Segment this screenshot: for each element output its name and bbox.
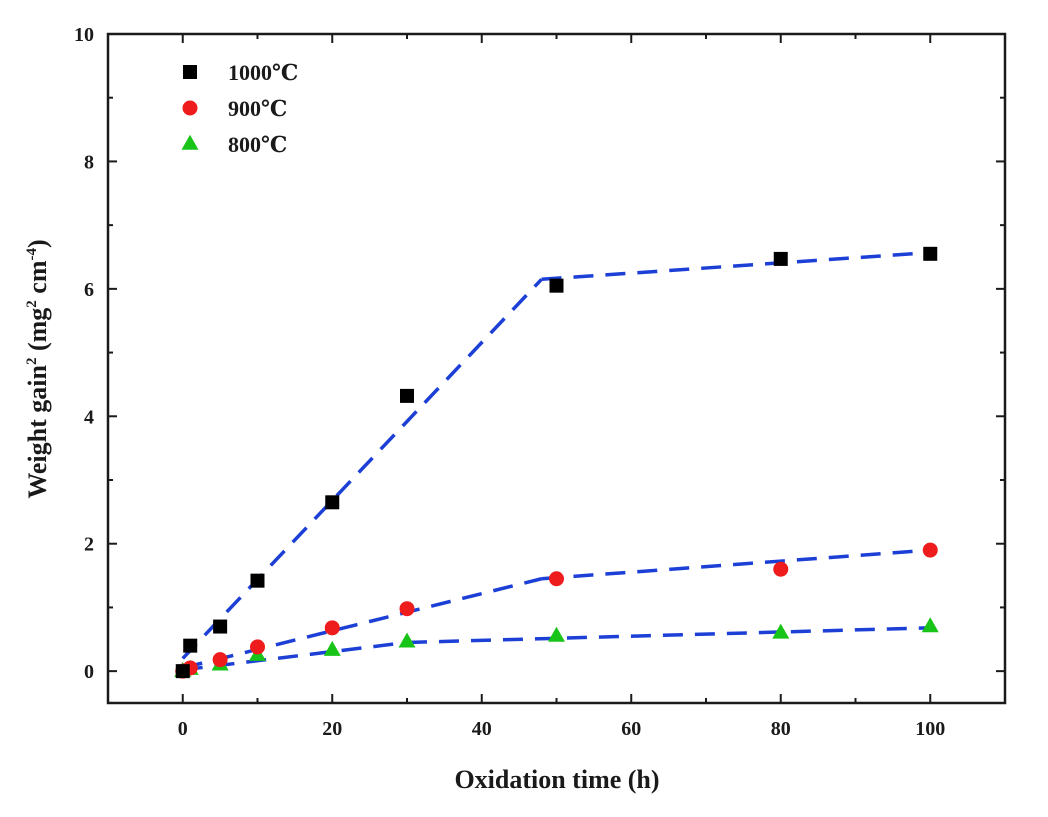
y-tick-label: 6 bbox=[84, 279, 94, 301]
fit-line-segment bbox=[541, 548, 931, 581]
x-tick-label: 0 bbox=[178, 718, 188, 740]
data-point bbox=[549, 278, 564, 293]
fit-line-segment bbox=[181, 278, 543, 660]
data-point bbox=[398, 632, 416, 648]
legend-label: 1000℃ bbox=[228, 60, 298, 85]
data-point bbox=[212, 652, 228, 668]
data-point bbox=[922, 542, 938, 558]
legend-label: 800℃ bbox=[228, 132, 287, 157]
y-axis-title-sup2: 2 bbox=[24, 300, 40, 308]
axis-tick-labels: 0 20 40 60 80 100 0 2 4 6 8 10 bbox=[74, 24, 945, 740]
y-axis-title-sup1: 2 bbox=[24, 358, 40, 366]
legend-label: 900℃ bbox=[228, 96, 287, 121]
axis-ticks bbox=[107, 33, 1006, 703]
x-axis-title: Oxidation time (h) bbox=[454, 765, 659, 794]
legend-marker bbox=[183, 65, 197, 79]
x-tick-label: 80 bbox=[771, 718, 791, 740]
y-axis-title: Weight gain2 (mg2 cm-4) bbox=[23, 239, 52, 498]
data-point bbox=[323, 640, 341, 656]
y-axis-title-units-close: ) bbox=[23, 239, 52, 248]
y-axis-title-units-open: (mg bbox=[23, 308, 52, 358]
y-tick-label: 0 bbox=[84, 661, 94, 683]
y-axis-title-sup3: -4 bbox=[24, 248, 40, 261]
data-point bbox=[175, 664, 190, 679]
legend-marker bbox=[181, 134, 199, 150]
data-point bbox=[772, 623, 790, 639]
data-point bbox=[773, 251, 788, 266]
data-point bbox=[548, 626, 565, 642]
data-point bbox=[325, 495, 340, 510]
y-tick-label: 10 bbox=[74, 24, 94, 46]
data-point bbox=[921, 617, 939, 633]
y-axis-title-main: Weight gain bbox=[23, 365, 52, 499]
x-tick-label: 20 bbox=[322, 718, 342, 740]
legend-marker bbox=[182, 100, 198, 116]
data-point bbox=[324, 620, 340, 636]
data-point bbox=[183, 638, 198, 653]
fit-line-segment bbox=[406, 626, 931, 645]
y-tick-label: 2 bbox=[84, 534, 94, 556]
data-points bbox=[174, 246, 939, 679]
x-tick-label: 60 bbox=[621, 718, 641, 740]
data-point bbox=[549, 571, 564, 587]
data-point bbox=[250, 573, 265, 588]
y-tick-label: 4 bbox=[84, 406, 94, 428]
y-tick-label: 8 bbox=[84, 151, 94, 173]
legend: 1000℃ 900℃ 800℃ bbox=[181, 60, 298, 157]
data-point bbox=[923, 246, 938, 261]
data-point bbox=[250, 639, 265, 655]
plot-frame bbox=[106, 32, 1007, 705]
x-tick-label: 100 bbox=[915, 718, 945, 740]
y-axis-title-units-mid: cm bbox=[23, 260, 52, 300]
data-point bbox=[773, 561, 789, 577]
data-point bbox=[400, 388, 414, 403]
x-tick-label: 40 bbox=[472, 718, 492, 740]
data-point bbox=[399, 601, 415, 617]
fit-line-segment bbox=[541, 250, 931, 282]
data-point bbox=[213, 619, 228, 634]
